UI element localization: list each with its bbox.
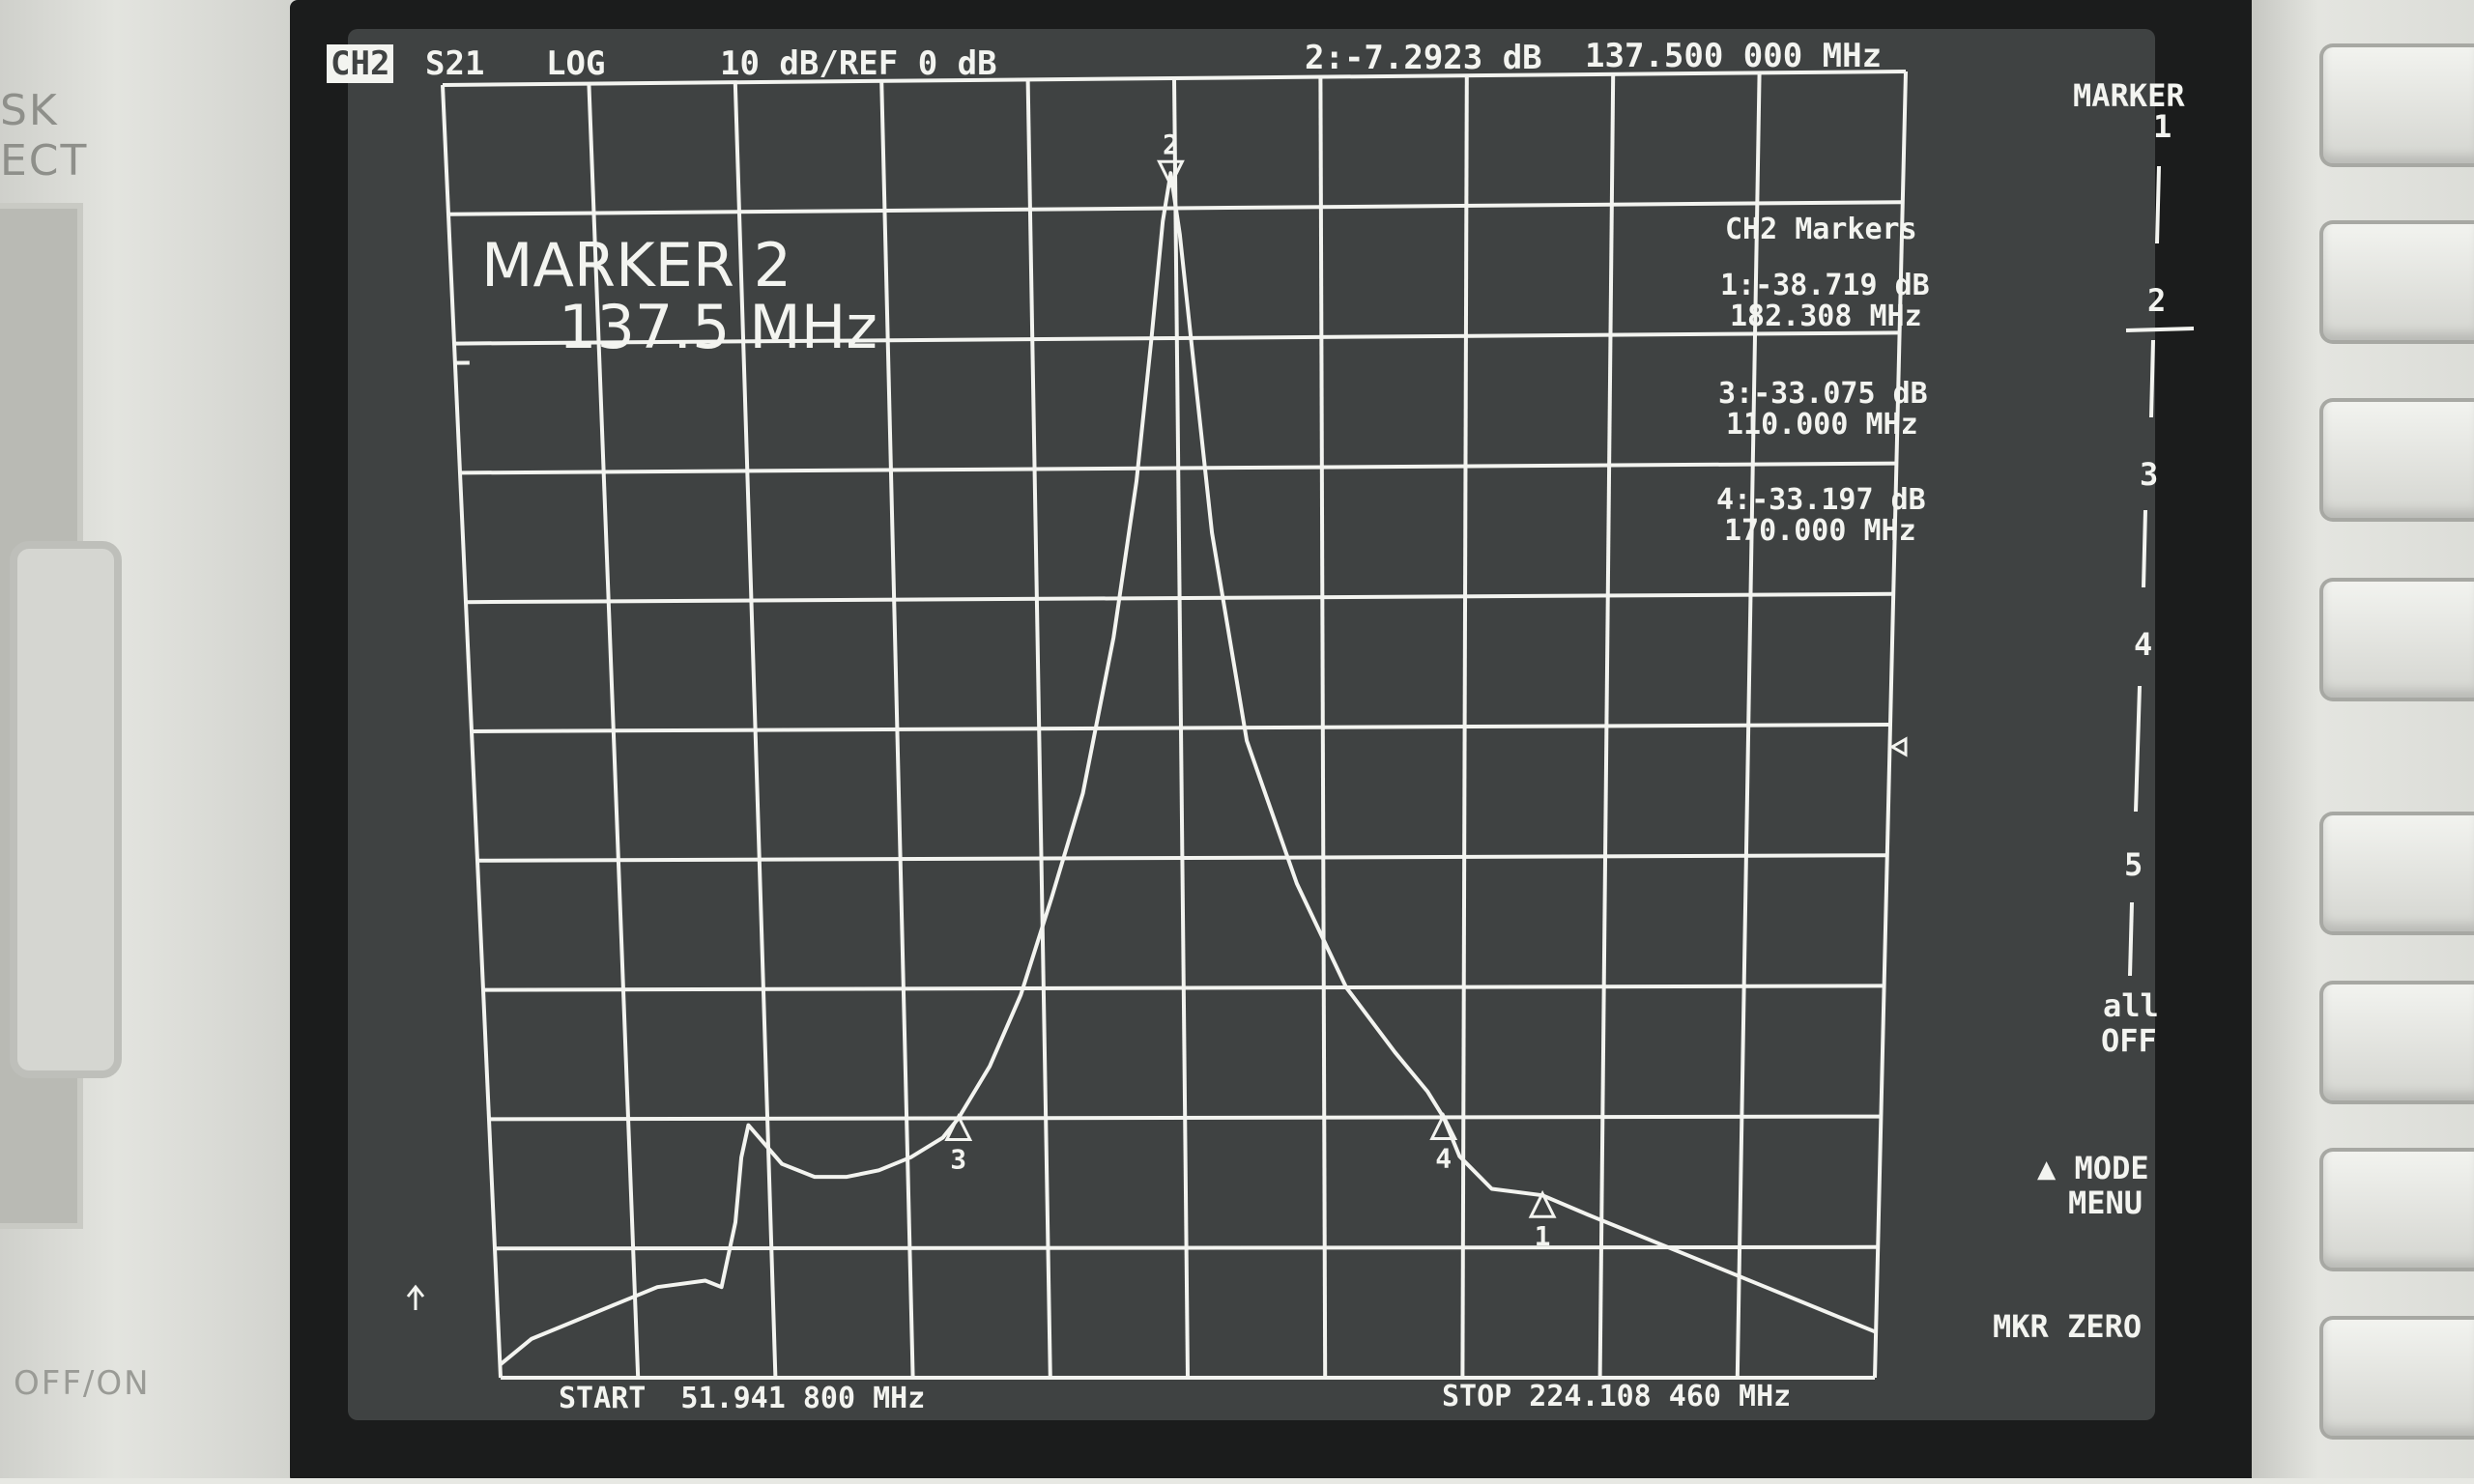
marker-list-freq: 110.000 MHz <box>1726 408 1918 442</box>
marker-layer: 1 2 3 4 <box>944 128 1557 1252</box>
marker-4: 4 <box>1429 1112 1458 1174</box>
softkey-mode-menu-label[interactable]: MENU <box>2068 1184 2143 1221</box>
softkey-6[interactable] <box>2319 981 2474 1104</box>
horizontal-gridline <box>488 1114 1882 1122</box>
softkey-all-off-label[interactable]: OFF <box>2101 1022 2157 1059</box>
marker-list-freq: 170.000 MHz <box>1724 514 1916 548</box>
marker-2: 2 <box>1156 128 1185 188</box>
scale-label: 10 dB/REF 0 dB <box>720 44 997 83</box>
marker-triangle-icon <box>944 1113 973 1141</box>
softkey-menu-title: MARKER <box>2073 77 2185 114</box>
softkey-label-2[interactable]: 2 <box>2147 282 2167 319</box>
marker-box-title: MARKER 2 <box>481 230 792 300</box>
scroll-arrow-icon <box>406 1284 425 1310</box>
horizontal-gridline <box>482 984 1884 992</box>
parameter-label: S21 <box>425 44 485 83</box>
disk-latch[interactable] <box>10 541 122 1078</box>
trace-line <box>499 171 1877 1367</box>
softkey-5[interactable] <box>2319 812 2474 935</box>
marker-1: 1 <box>1528 1189 1557 1252</box>
marker-list-freq: 182.308 MHz <box>1730 300 1922 333</box>
left-panel-label: SK <box>0 86 59 135</box>
softkey-mkr-zero-label[interactable]: MKR ZERO <box>1993 1308 2143 1345</box>
horizontal-gridline <box>494 1244 1879 1251</box>
softkey-1[interactable] <box>2319 43 2474 167</box>
marker-list-title: CH2 Markers <box>1725 213 1917 246</box>
marker-triangle-icon <box>1156 159 1185 188</box>
horizontal-gridline <box>465 591 1894 605</box>
horizontal-gridline <box>442 70 1907 87</box>
softkey-mode-menu-label[interactable]: ▲ MODE <box>2037 1150 2149 1186</box>
softkey-2[interactable] <box>2319 220 2474 344</box>
trace-layer <box>499 171 1877 1367</box>
horizontal-gridline <box>459 461 1897 475</box>
marker-triangle-icon <box>1429 1112 1458 1140</box>
active-marker-frequency: 137.500 000 MHz <box>1585 37 1883 75</box>
horizontal-gridline <box>476 853 1887 863</box>
lower-bezel-edge <box>0 1478 2474 1484</box>
softkey-label-5[interactable]: 5 <box>2124 846 2143 883</box>
graticule <box>441 70 1908 1380</box>
horizontal-gridline <box>453 330 1900 346</box>
reference-indicator <box>1888 736 1908 757</box>
marker-3: 3 <box>944 1113 973 1175</box>
marker-box-frequency: 137.5 MHz <box>559 292 877 362</box>
marker-number: 4 <box>1435 1142 1452 1174</box>
softkey-all-off-label[interactable]: all <box>2103 987 2159 1024</box>
marker-number: 1 <box>1535 1220 1551 1252</box>
marker-list-value: 3:-33.075 dB <box>1718 377 1928 411</box>
softkey-7[interactable] <box>2319 1148 2474 1271</box>
softkey-3[interactable] <box>2319 398 2474 522</box>
softkey-label-3[interactable]: 3 <box>2140 456 2159 493</box>
softkey-8[interactable] <box>2319 1316 2474 1440</box>
softkey-label-4[interactable]: 4 <box>2134 626 2153 663</box>
stop-frequency: STOP 224.108 460 MHz <box>1442 1380 1792 1413</box>
horizontal-gridline <box>471 723 1891 733</box>
left-panel-label: ECT <box>0 136 89 186</box>
active-marker-readout: 2:-7.2923 dB <box>1305 39 1542 77</box>
softkey-4[interactable] <box>2319 578 2474 701</box>
softkey-label-1[interactable]: 1 <box>2153 108 2172 145</box>
marker-number: 3 <box>950 1143 966 1175</box>
marker-triangle-icon <box>1528 1189 1557 1218</box>
start-frequency: START 51.941 800 MHz <box>559 1382 926 1415</box>
marker-list-value: 1:-38.719 dB <box>1720 269 1930 302</box>
channel-indicator: CH2 <box>327 44 394 83</box>
power-switch-label: OFF/ON <box>14 1364 151 1403</box>
marker-list-value: 4:-33.197 dB <box>1716 483 1926 517</box>
marker-number: 2 <box>1163 128 1179 160</box>
format-label: LOG <box>546 44 606 83</box>
